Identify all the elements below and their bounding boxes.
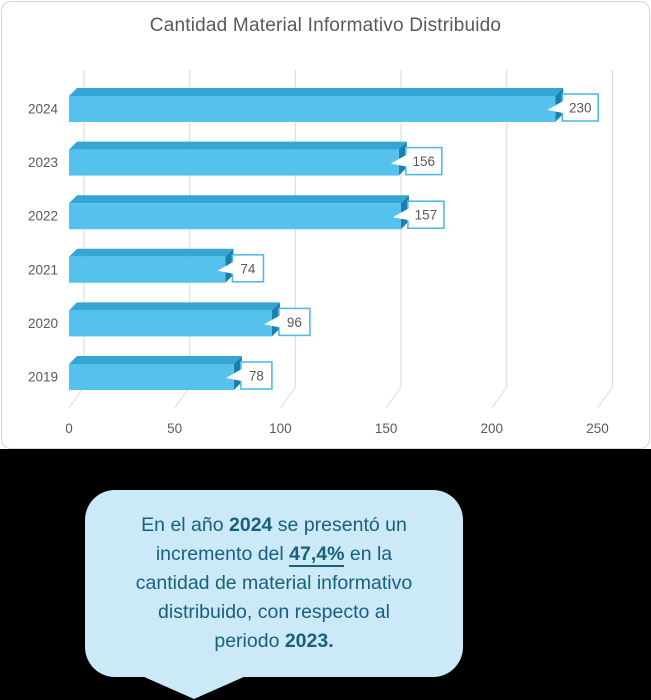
y-axis-category-label: 2019 (28, 370, 58, 385)
callout-text-line: cantidad de material informativo (136, 569, 412, 598)
data-label-box (240, 361, 273, 390)
callout-text-line: distribuido, con respecto al (158, 598, 390, 627)
callout-text-line: incremento del 47,4% en la (156, 540, 392, 569)
bar (69, 96, 556, 122)
x-axis-tick-label: 200 (481, 421, 504, 436)
data-label-pointer (217, 261, 234, 274)
y-axis-category-label: 2024 (28, 102, 59, 117)
data-label-value: 74 (240, 261, 256, 276)
data-label-pointer (547, 101, 564, 113)
data-label-value: 96 (287, 315, 302, 330)
callout-highlight: 2023. (284, 630, 334, 652)
x-axis-tick-label: 250 (586, 421, 609, 436)
bar-top-face (69, 356, 242, 364)
footer-panel: En el año 2024 se presentó un incremento … (0, 449, 651, 700)
data-label-box (231, 254, 265, 283)
bar-top-face (69, 248, 234, 257)
gridline (385, 70, 402, 409)
data-label-box (404, 146, 443, 176)
data-label-pointer (225, 369, 242, 381)
callout-highlight: 47,4% (289, 543, 345, 567)
y-axis-category-label: 2021 (28, 262, 58, 277)
callout-text-segment: cantidad de material informativo (135, 572, 413, 594)
gridline (279, 70, 296, 409)
data-label-value: 78 (249, 369, 264, 384)
x-axis-tick-label: 0 (65, 421, 73, 436)
callout-bubble: En el año 2024 se presentó un incremento … (85, 490, 463, 699)
bar-chart-plot: 0 50 100 150 200 250 2024 230 2023 156 2022 157 2021… (28, 70, 613, 436)
callout-text: En el año 2024 se presentó un incremento … (85, 490, 463, 677)
data-label-pointer (392, 208, 409, 221)
y-axis-category-label: 2022 (28, 209, 58, 224)
callout-text-segment: En el año (141, 514, 229, 536)
data-label-pointer (390, 154, 407, 167)
x-axis-tick-label: 150 (375, 421, 398, 436)
x-axis-tick-label: 50 (167, 421, 182, 436)
gridline (597, 70, 613, 409)
bar (69, 203, 401, 230)
data-label-value: 156 (413, 154, 436, 169)
callout-tail (142, 676, 246, 699)
bar (69, 149, 399, 176)
bar (69, 364, 234, 390)
data-label-pointer (263, 315, 280, 328)
callout-text-line: periodo 2023. (214, 627, 333, 656)
callout-text-line: En el año 2024 se presentó un (141, 511, 407, 540)
callout-highlight: 2024 (229, 514, 273, 536)
data-label-value: 230 (569, 101, 592, 116)
data-label-value: 157 (415, 208, 438, 223)
callout-text-segment: distribuido, con respecto al (158, 601, 390, 623)
bar (69, 256, 226, 283)
callout-text-segment: periodo (214, 630, 285, 652)
callout-text-segment: incremento del (155, 543, 290, 565)
chart-card: 0 50 100 150 200 250 2024 230 2023 156 2022 157 2021… (1, 1, 650, 449)
callout-text-segment: se presentó un (272, 514, 407, 536)
bar-top-face (69, 302, 280, 311)
bar-top-face (69, 141, 407, 150)
bar-top-face (69, 195, 409, 204)
bar-top-face (69, 88, 564, 96)
y-axis-category-label: 2020 (28, 316, 58, 331)
x-axis-tick-label: 100 (269, 421, 292, 436)
y-axis-category-label: 2023 (28, 155, 58, 170)
callout-text-segment: en la (344, 543, 393, 565)
bar (69, 310, 272, 337)
chart-title: Cantidad Material Informativo Distribuid… (149, 15, 502, 36)
gridline (491, 70, 508, 409)
